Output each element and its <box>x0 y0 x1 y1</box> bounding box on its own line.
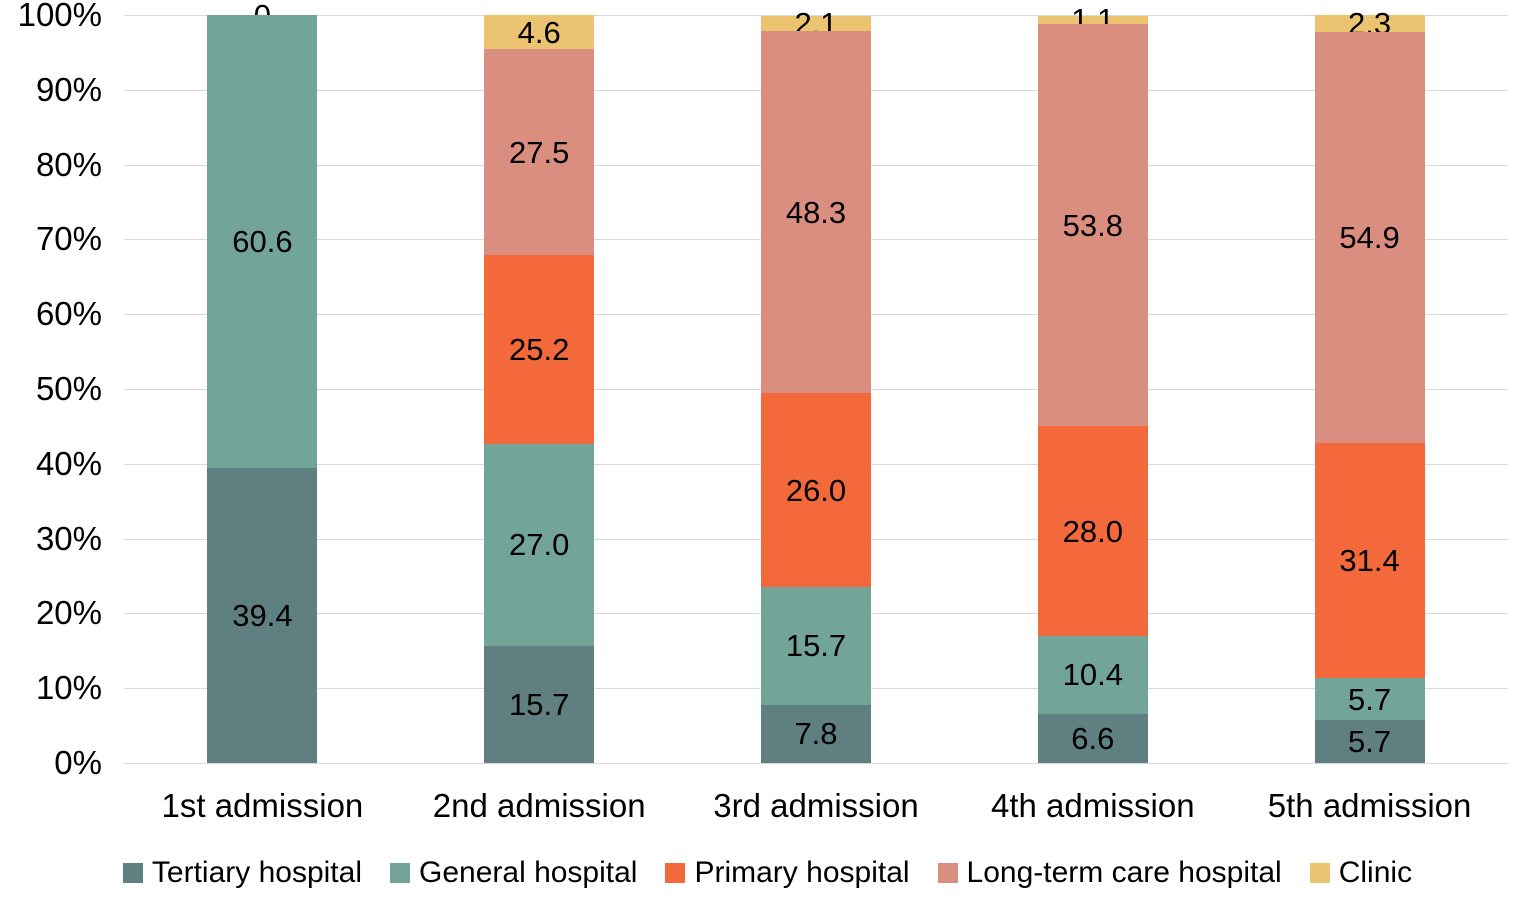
legend-item-label: Tertiary hospital <box>151 856 362 889</box>
bar-segment-long-term-care-hospital: 27.5 <box>484 49 595 256</box>
bar-5th-admission: 5.7 5.7 31.4 54.9 2.3 <box>1314 8 1425 763</box>
y-axis-tick-label: 50% <box>35 370 102 407</box>
x-axis-category-label: 1st admission <box>161 787 364 824</box>
bar-segment-primary-hospital: 28.0 <box>1037 426 1148 636</box>
segment-value-label: 54.9 <box>1339 220 1400 256</box>
bar-segment-long-term-care-hospital: 53.8 <box>1037 24 1148 427</box>
legend-item-label: Long-term care hospital <box>966 856 1282 889</box>
y-axis-tick-label: 10% <box>35 669 102 707</box>
bar-2nd-admission: 15.7 27.0 25.2 27.5 4.6 <box>484 14 595 763</box>
legend-item-long-term-care-hospital: Long-term care hospital <box>937 855 1282 891</box>
segment-value-label: 15.7 <box>785 628 847 664</box>
segment-value-label: 26.0 <box>785 472 847 508</box>
y-axis-tick-label: 80% <box>35 145 102 183</box>
bar-segment-primary-hospital: 31.4 <box>1314 442 1425 678</box>
bar-segment-clinic: 4.6 <box>484 14 595 50</box>
bar-segment-tertiary-hospital: 6.6 <box>1037 713 1148 763</box>
y-axis-tick-label: 30% <box>35 519 102 557</box>
segment-value-label: 28.0 <box>1062 513 1123 549</box>
segment-value-label: 39.4 <box>232 598 293 634</box>
bar-1st-admission: 39.460.60 <box>207 0 318 763</box>
bar-segment-long-term-care-hospital: 48.3 <box>761 31 871 393</box>
segment-value-label: 27.0 <box>509 527 570 563</box>
segment-value-label: 15.7 <box>509 686 570 722</box>
y-axis-tick-label: 40% <box>35 444 102 482</box>
segment-value-label: 27.5 <box>509 134 570 170</box>
gridline <box>124 763 1508 764</box>
legend-item-tertiary-hospital: Tertiary hospital <box>122 855 362 891</box>
bar-segment-tertiary-hospital: 7.8 <box>761 704 871 763</box>
bar-segment-general-hospital: 10.4 <box>1037 635 1148 714</box>
legend-item-primary-hospital: Primary hospital <box>665 855 910 891</box>
x-axis-category-label: 4th admission <box>990 787 1195 824</box>
y-axis-tick-label: 0% <box>54 744 102 781</box>
legend-item-clinic: Clinic <box>1309 855 1413 891</box>
bar-segment-primary-hospital: 25.2 <box>484 255 595 444</box>
bar-segment-clinic: 2.1 <box>761 8 871 39</box>
legend: Tertiary hospital General hospital Primary… <box>0 855 1535 891</box>
legend-swatch-icon <box>122 863 143 883</box>
x-axis-category-label: 5th admission <box>1267 787 1472 824</box>
segment-value-label: 31.4 <box>1339 542 1400 578</box>
y-axis-tick-label: 20% <box>35 594 102 632</box>
y-axis-tick-label: 70% <box>35 220 102 258</box>
segment-value-label: 25.2 <box>509 331 570 367</box>
segment-value-label: 10.4 <box>1062 657 1123 693</box>
bar-segment-general-hospital: 27.0 <box>484 443 595 646</box>
bar-4th-admission: 6.6 10.4 28.0 53.8 1.1 <box>1037 4 1148 763</box>
segment-value-label: 7.8 <box>794 716 838 752</box>
bar-segment-clinic: 2.3 <box>1314 8 1425 39</box>
legend-item-general-hospital: General hospital <box>390 855 637 891</box>
bar-segment-primary-hospital: 26.0 <box>761 392 871 588</box>
segment-value-label: 6.6 <box>1071 720 1115 756</box>
gridline <box>124 15 1508 16</box>
y-axis-tick-label: 90% <box>35 70 102 108</box>
plot-area: 39.460.6015.727.025.227.54.67.815.726.04… <box>124 0 1508 764</box>
x-axis-category-label: 2nd admission <box>432 787 646 824</box>
x-axis-category-label: 3rd admission <box>713 787 919 824</box>
legend-swatch-icon <box>665 863 686 883</box>
segment-value-label: 5.7 <box>1348 681 1392 717</box>
segment-value-label: 4.6 <box>517 14 561 50</box>
y-axis-tick-label: 60% <box>35 295 102 333</box>
segment-value-label: 60.6 <box>232 224 293 260</box>
bar-3rd-admission: 7.8 15.7 26.0 48.3 2.1 <box>761 8 871 763</box>
bar-segment-general-hospital: 15.7 <box>761 587 871 705</box>
bar-segment-tertiary-hospital: 39.4 <box>207 468 318 763</box>
legend-swatch-icon <box>937 863 958 883</box>
bar-segment-general-hospital: 5.7 <box>1314 677 1425 721</box>
bar-segment-clinic: 1.1 <box>1037 4 1148 35</box>
legend-item-label: Clinic <box>1338 856 1413 889</box>
legend-item-label: Primary hospital <box>694 856 910 889</box>
bar-segment-tertiary-hospital: 5.7 <box>1314 720 1425 763</box>
segment-value-label: 5.7 <box>1348 724 1392 760</box>
bar-segment-long-term-care-hospital: 54.9 <box>1314 32 1425 443</box>
bar-segment-general-hospital: 60.6 <box>207 15 318 469</box>
y-axis-tick-label: 100% <box>17 0 102 33</box>
legend-item-label: General hospital <box>419 856 638 889</box>
segment-value-label: 48.3 <box>785 194 847 230</box>
legend-swatch-icon <box>1309 863 1330 883</box>
bar-segment-tertiary-hospital: 15.7 <box>484 645 595 763</box>
legend-swatch-icon <box>390 863 410 883</box>
segment-value-label: 53.8 <box>1062 207 1123 243</box>
